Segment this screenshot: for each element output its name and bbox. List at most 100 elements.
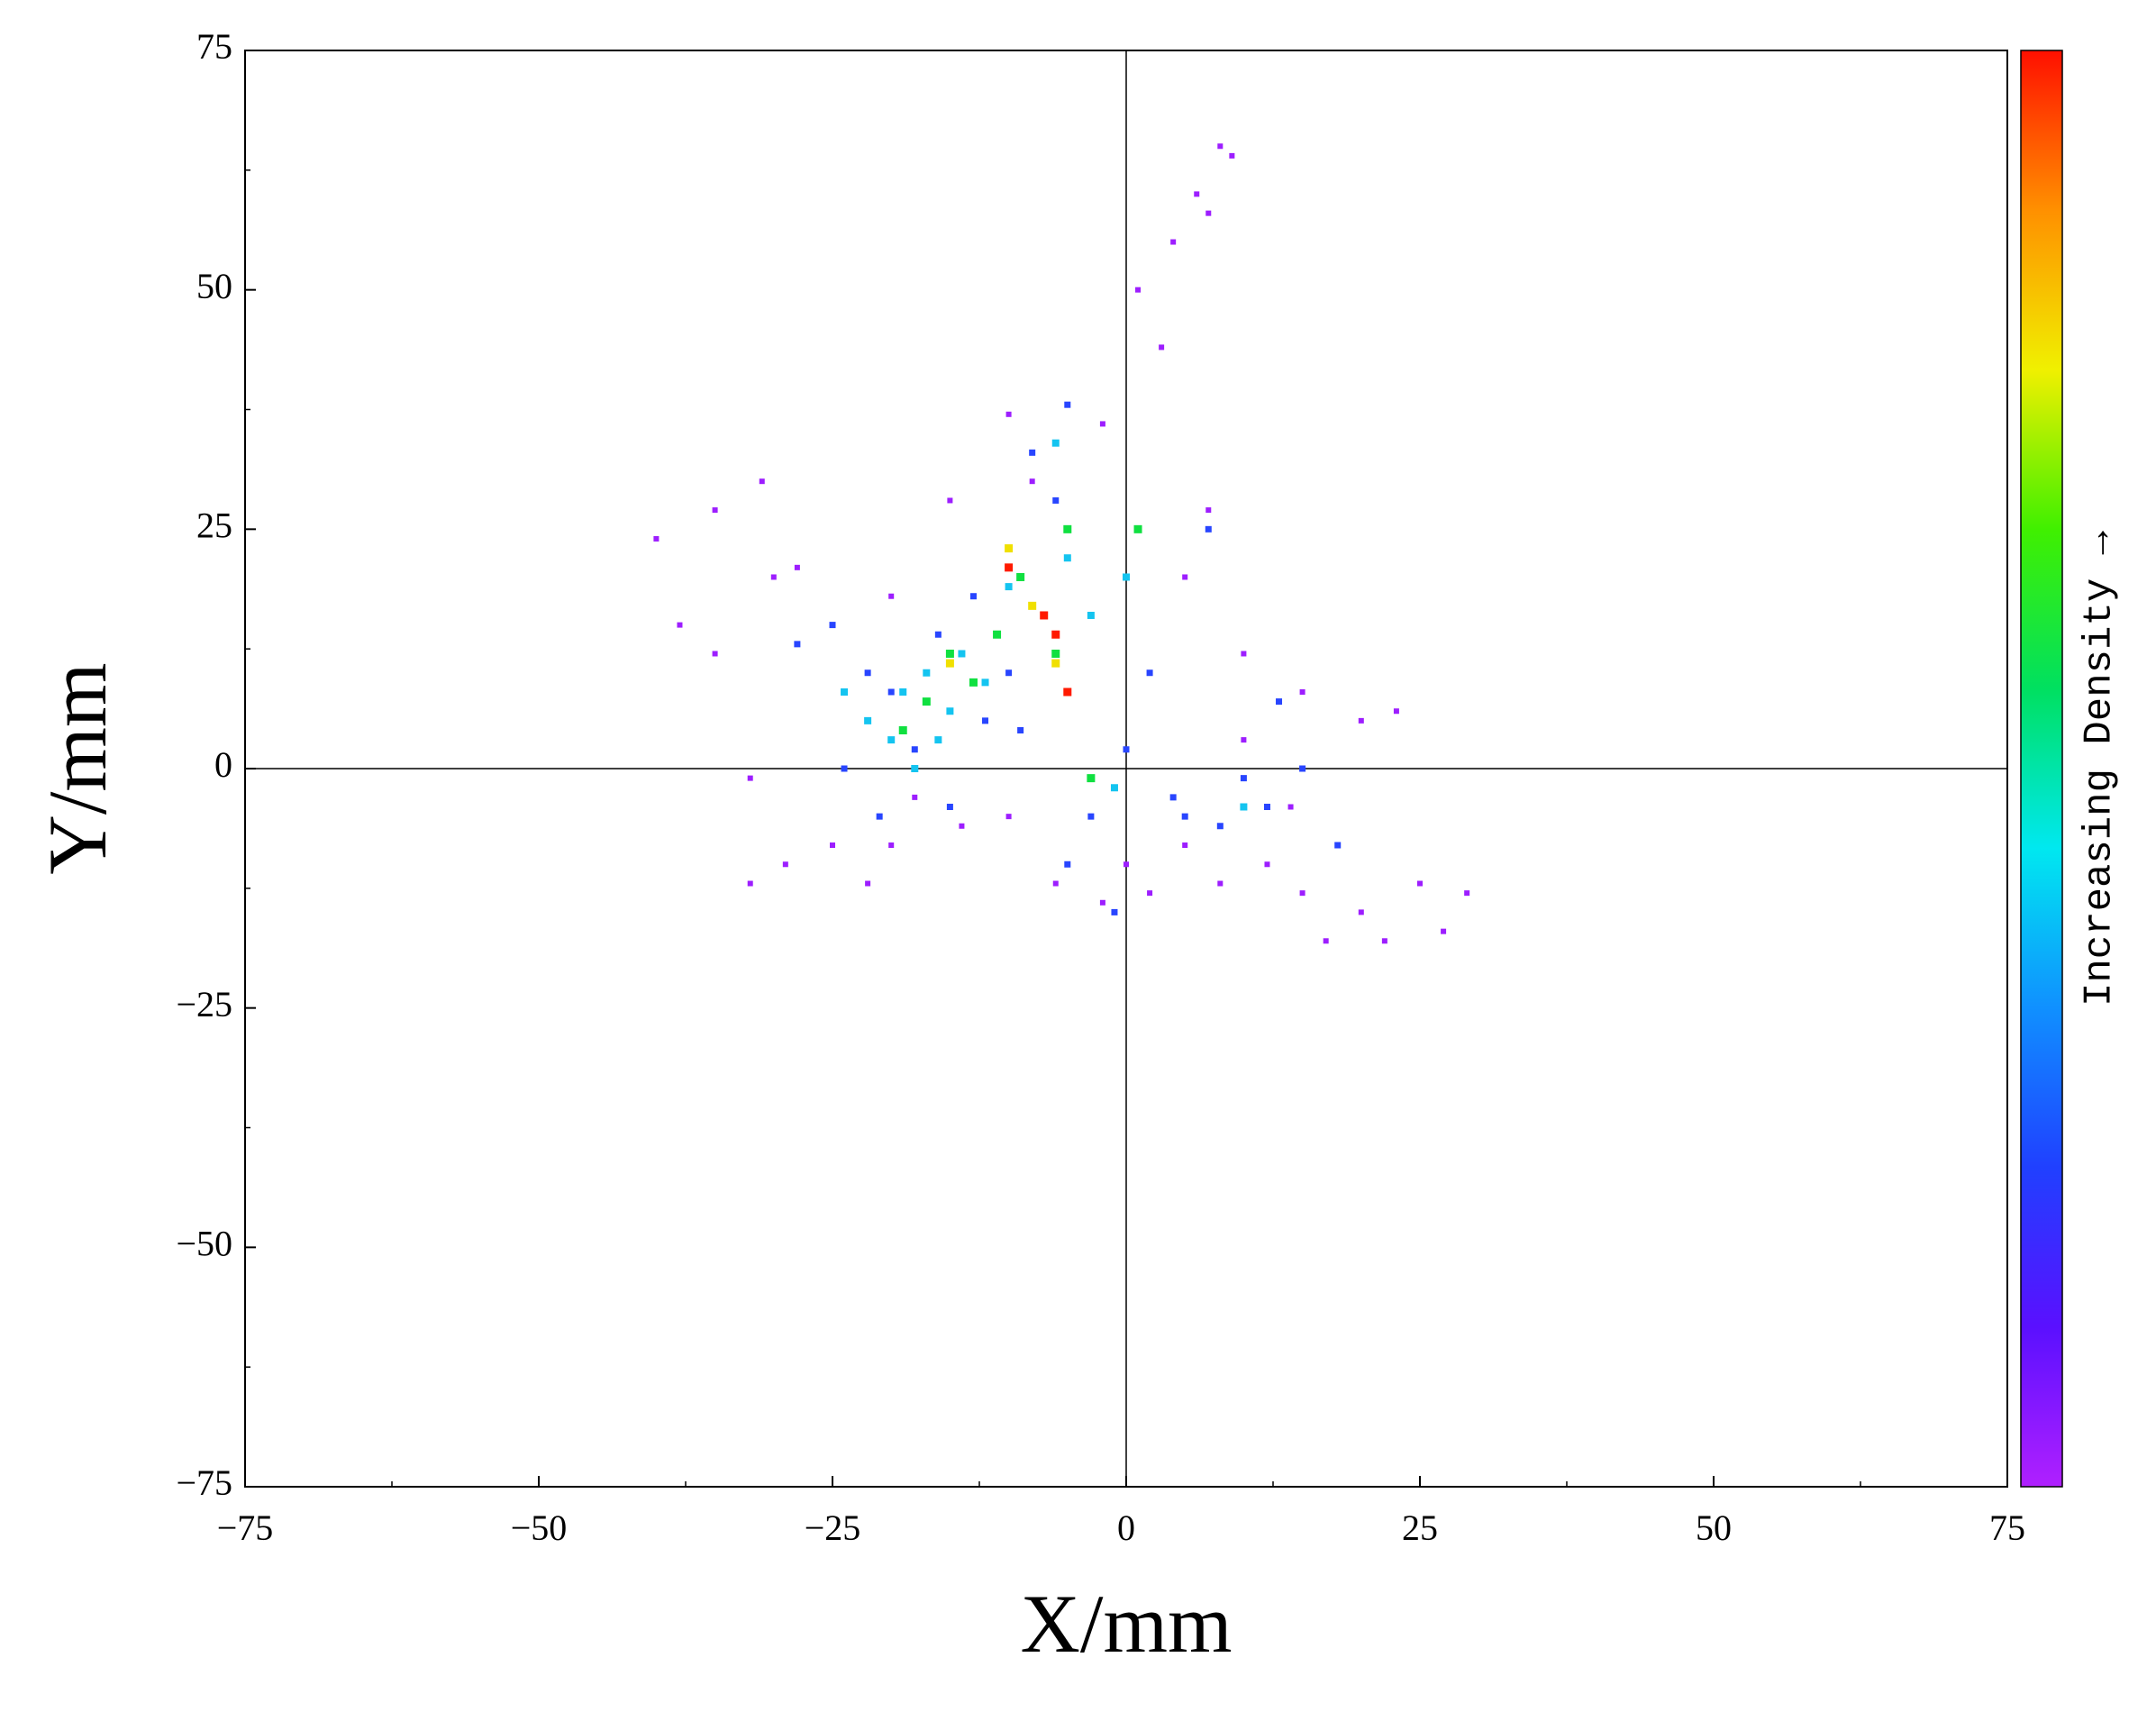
x-tick-label: 50	[1696, 1507, 1732, 1548]
point	[1087, 611, 1095, 619]
point	[1005, 669, 1013, 677]
point	[1063, 554, 1071, 562]
point	[887, 736, 896, 744]
point	[1159, 344, 1165, 351]
point	[1110, 784, 1118, 792]
point	[876, 813, 883, 820]
x-tick-label: 0	[1117, 1507, 1135, 1548]
point	[1052, 496, 1060, 504]
point	[969, 593, 977, 600]
point	[1181, 813, 1188, 820]
point	[1287, 804, 1294, 810]
point	[1170, 239, 1177, 245]
point	[1216, 823, 1224, 830]
point	[1051, 630, 1060, 639]
point	[677, 622, 683, 628]
y-tick-label: 50	[196, 266, 232, 306]
point	[1358, 717, 1364, 724]
point	[1005, 583, 1013, 591]
point	[911, 746, 918, 753]
point	[1063, 524, 1072, 533]
point	[1441, 928, 1447, 934]
point	[1217, 880, 1224, 887]
point	[794, 564, 800, 570]
point	[1240, 775, 1247, 782]
point	[770, 574, 777, 580]
x-tick-label: 75	[1989, 1507, 2025, 1548]
point	[946, 707, 954, 715]
point	[1194, 191, 1200, 197]
point	[1087, 774, 1096, 783]
point	[1017, 726, 1024, 733]
point	[1358, 909, 1364, 915]
point	[1064, 401, 1071, 408]
point	[959, 823, 965, 829]
point	[841, 688, 849, 696]
x-axis-label: X/mm	[1020, 1578, 1232, 1670]
y-tick-label: −50	[176, 1224, 232, 1264]
point	[946, 804, 953, 811]
point	[1205, 507, 1212, 514]
point	[922, 697, 931, 706]
point	[934, 631, 942, 638]
point	[747, 880, 753, 887]
point	[1240, 803, 1248, 811]
point	[1241, 737, 1247, 743]
point	[1111, 908, 1118, 915]
point	[888, 842, 895, 849]
point	[1005, 544, 1014, 553]
point	[993, 630, 1002, 639]
point	[794, 641, 801, 648]
point	[1264, 861, 1270, 868]
point	[1205, 210, 1212, 216]
point	[1135, 287, 1142, 293]
point	[1147, 890, 1153, 897]
point	[912, 794, 918, 800]
point	[1063, 688, 1072, 697]
point	[1299, 890, 1305, 897]
x-tick-label: −25	[805, 1507, 861, 1548]
point	[829, 622, 836, 629]
point	[1299, 688, 1305, 695]
point	[747, 775, 753, 781]
x-tick-label: −50	[511, 1507, 568, 1548]
point	[1133, 524, 1142, 533]
point	[1051, 659, 1060, 668]
point	[1005, 411, 1012, 417]
point	[982, 717, 989, 724]
point	[1241, 651, 1247, 657]
x-tick-label: −75	[217, 1507, 274, 1548]
point	[1123, 573, 1130, 581]
point	[1334, 842, 1342, 849]
point	[865, 880, 871, 887]
point	[1029, 478, 1035, 485]
point	[712, 507, 718, 514]
point	[958, 650, 966, 658]
point	[934, 736, 942, 744]
point	[1040, 611, 1049, 620]
point	[1051, 439, 1060, 447]
point	[1029, 449, 1036, 456]
point	[864, 716, 872, 724]
point	[945, 649, 954, 658]
point	[899, 688, 907, 696]
point	[911, 765, 919, 772]
point	[712, 651, 718, 657]
y-tick-label: 25	[196, 505, 232, 546]
point	[1229, 152, 1235, 159]
y-tick-label: −25	[176, 984, 232, 1024]
point	[887, 688, 895, 696]
point	[1169, 794, 1177, 801]
y-tick-label: 75	[196, 26, 232, 67]
point	[1087, 813, 1095, 820]
point	[947, 497, 953, 504]
colorbar-label: Increasing Density →	[2078, 530, 2123, 1006]
point	[1123, 861, 1129, 868]
point	[830, 842, 835, 849]
point	[1028, 601, 1037, 610]
point	[1123, 746, 1130, 753]
point	[782, 861, 788, 868]
point	[1005, 814, 1012, 820]
point	[969, 678, 978, 687]
